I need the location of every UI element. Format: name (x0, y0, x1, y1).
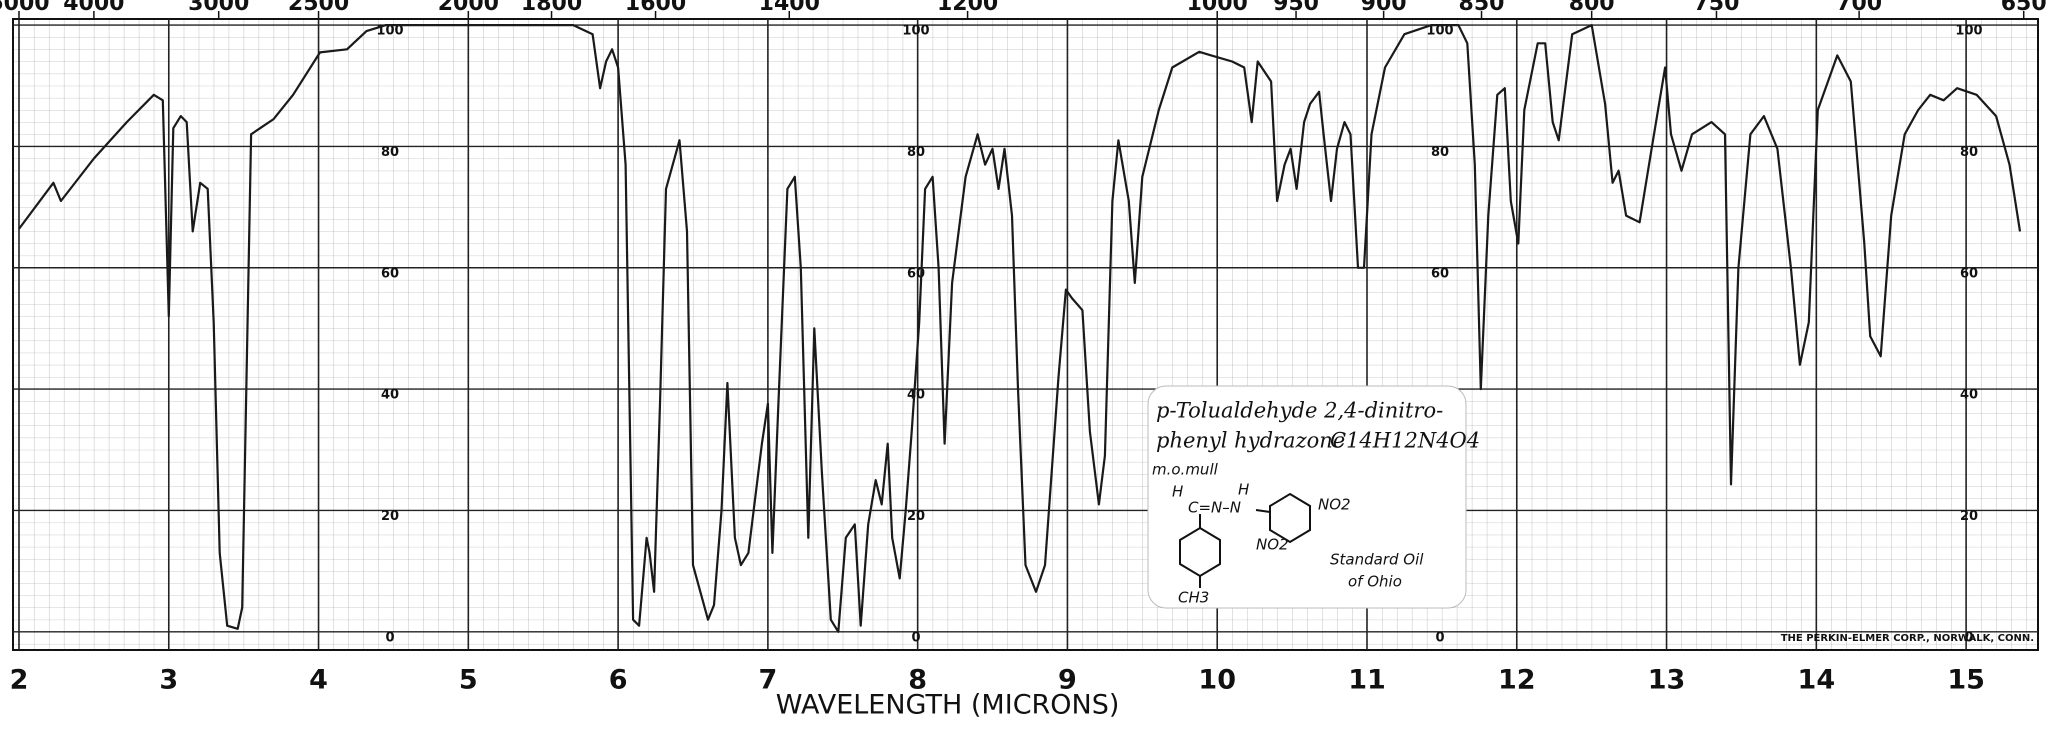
y-tick-label: 20 (907, 509, 925, 524)
y-tick-label: 80 (1960, 145, 1978, 160)
x-tick-label: 2 (10, 665, 29, 696)
annotation-box (1147, 385, 1467, 609)
grid (12, 18, 2039, 651)
y-tick-label: 100 (376, 24, 403, 39)
medium: m.o.mull (1152, 461, 1219, 479)
y-tick-label: 80 (381, 145, 399, 160)
y-tick-label: 0 (911, 630, 920, 645)
x2-tick-label: 650 (2001, 0, 2047, 16)
x-tick-label: 15 (1947, 665, 1985, 696)
x2-tick-label: 2000 (438, 0, 499, 16)
x-tick-label: 11 (1348, 665, 1386, 696)
x-tick-label: 6 (609, 665, 628, 696)
compound-name: phenyl hydrazone (1156, 429, 1345, 453)
x-tick-label: 14 (1798, 665, 1836, 696)
source: Standard Oil (1330, 551, 1424, 569)
x2-tick-label: 950 (1273, 0, 1319, 16)
x-axis-label: WAVELENGTH (MICRONS) (776, 690, 1120, 721)
bond (1255, 509, 1271, 513)
x2-tick-label: 850 (1459, 0, 1505, 16)
x2-tick-label: 1600 (625, 0, 686, 16)
structure-label: NO2 (1318, 496, 1351, 514)
x-tick-label: 3 (159, 665, 178, 696)
x2-tick-label: 750 (1694, 0, 1740, 16)
structure-label: CH3 (1178, 589, 1209, 607)
x-tick-label: 13 (1648, 665, 1686, 696)
y-tick-label: 0 (385, 630, 394, 645)
structure-label: H (1238, 481, 1249, 499)
spectrum-line (18, 24, 2022, 633)
structure-label: H (1172, 483, 1183, 501)
benzene-ring (1269, 492, 1311, 544)
y-tick-label: 100 (902, 24, 929, 39)
x2-tick-label: 1000 (1187, 0, 1248, 16)
source: of Ohio (1348, 573, 1402, 591)
x2-tick-label: 4000 (63, 0, 124, 16)
y-tick-label: 80 (907, 145, 925, 160)
y-tick-label: 40 (1960, 388, 1978, 403)
y-tick-label: 60 (1960, 266, 1978, 281)
y-tick-label: 40 (907, 388, 925, 403)
plot-frame (12, 18, 2039, 651)
x-tick-label: 9 (1058, 665, 1077, 696)
y-tick-label: 100 (1426, 24, 1453, 39)
y-tick-label: 60 (381, 266, 399, 281)
structure-label: NO2 (1256, 536, 1289, 554)
structure-label: C=N–N (1188, 499, 1241, 517)
footer: THE PERKIN-ELMER CORP., NORWALK, CONN. (1781, 633, 2034, 644)
annotation: p-Tolualdehyde 2,4-dinitro- phenyl hydra… (1147, 385, 1480, 609)
x-tick-label: 7 (758, 665, 777, 696)
y-tick-label: 40 (381, 388, 399, 403)
y-tick-label: 20 (381, 509, 399, 524)
x-tick-label: 10 (1198, 665, 1236, 696)
x2-tick-label: 800 (1569, 0, 1615, 16)
y-tick-label: 100 (1955, 24, 1982, 39)
formula: C14H12N4O4 (1330, 429, 1480, 453)
x2-tick-label: 1800 (521, 0, 582, 16)
ticks: 2345678910111213141550004000300025002000… (0, 0, 2047, 696)
lines (18, 24, 2022, 633)
x2-tick-label: 900 (1361, 0, 1407, 16)
x2-tick-label: 1400 (759, 0, 820, 16)
y-tick-label: 0 (1964, 630, 1973, 645)
y-tick-label: 0 (1435, 630, 1444, 645)
x2-tick-label: 2500 (288, 0, 349, 16)
compound-name: p-Tolualdehyde 2,4-dinitro- (1156, 399, 1443, 423)
y-tick-label: 20 (1960, 509, 1978, 524)
y-tick-label: 60 (1431, 266, 1449, 281)
x-tick-label: 4 (309, 665, 328, 696)
x2-tick-label: 700 (1836, 0, 1882, 16)
y-tick-label: 80 (1431, 145, 1449, 160)
x2-tick-label: 1200 (937, 0, 998, 16)
x-tick-label: 12 (1498, 665, 1536, 696)
x-tick-label: 5 (459, 665, 478, 696)
x2-tick-label: 3000 (188, 0, 249, 16)
x-tick-label: 8 (908, 665, 927, 696)
